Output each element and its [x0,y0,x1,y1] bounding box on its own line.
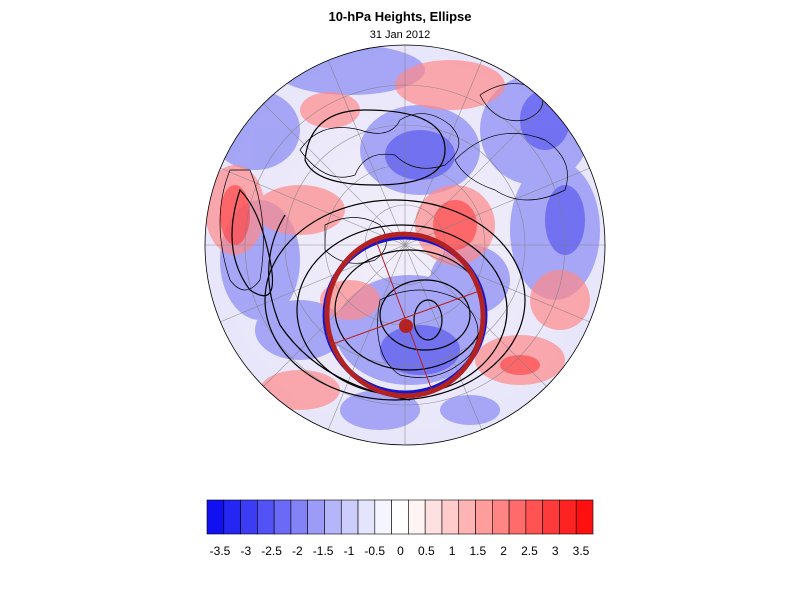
colorbar-swatch [542,499,560,535]
colorbar-swatch [424,499,443,535]
colorbar-swatch [475,499,493,535]
colorbar-swatch [408,499,426,535]
colorbar-swatch [273,499,292,535]
colorbar-swatch [508,499,527,535]
colorbar-tick-label: 1.5 [469,544,487,558]
colorbar-tick-label: 2 [500,544,507,558]
anomaly-field [205,45,605,445]
colorbar-swatch [240,499,258,535]
colorbar-swatch [223,499,241,535]
colorbar-tick-label: -1 [343,544,355,558]
colorbar-tick-label: -3 [240,544,252,558]
colorbar-swatch [374,499,392,535]
colorbar-tick-label: -2 [292,544,303,558]
colorbar-tick-label: -3.5 [209,544,231,558]
colorbar-swatch [290,499,308,535]
colorbar-tick-label: -1.5 [312,544,334,558]
colorbar-tick-label: -2.5 [261,544,282,558]
colorbar-tick-label: 2.5 [521,544,538,558]
colorbar-tick-label: 0.5 [417,544,435,558]
map-title: 10-hPa Heights, Ellipse [328,9,472,24]
colorbar-tick-label: 3 [551,544,559,558]
colorbar-swatch [458,499,476,535]
strong-positive-anomaly [220,185,540,375]
colorbar-swatch [391,499,409,535]
colorbar-swatch [575,499,594,535]
map-date: 31 Jan 2012 [369,29,431,41]
colorbar-swatch [492,499,510,535]
colorbar-swatch [525,499,543,535]
globe-outline [204,44,606,446]
colorbar-swatch [324,499,342,535]
colorbar-swatch [340,499,359,535]
colorbar-tick-label: 0 [397,544,404,558]
colorbar-tick-label: 3.5 [572,544,590,558]
colorbar-tick-label: 1 [448,544,456,558]
colorbar-swatch [559,499,577,535]
colorbar-swatch [307,499,325,535]
ellipse-centroid-marker [399,319,413,333]
colorbar-swatch [257,499,275,535]
coastlines [219,83,568,378]
fitted-ellipse [324,231,486,399]
colorbar-swatch [357,499,376,535]
colorbar-swatch [206,499,225,535]
ellipse-axes [329,237,483,394]
colorbar-swatch [441,499,460,535]
colorbar-tick-label: -0.5 [364,544,386,558]
